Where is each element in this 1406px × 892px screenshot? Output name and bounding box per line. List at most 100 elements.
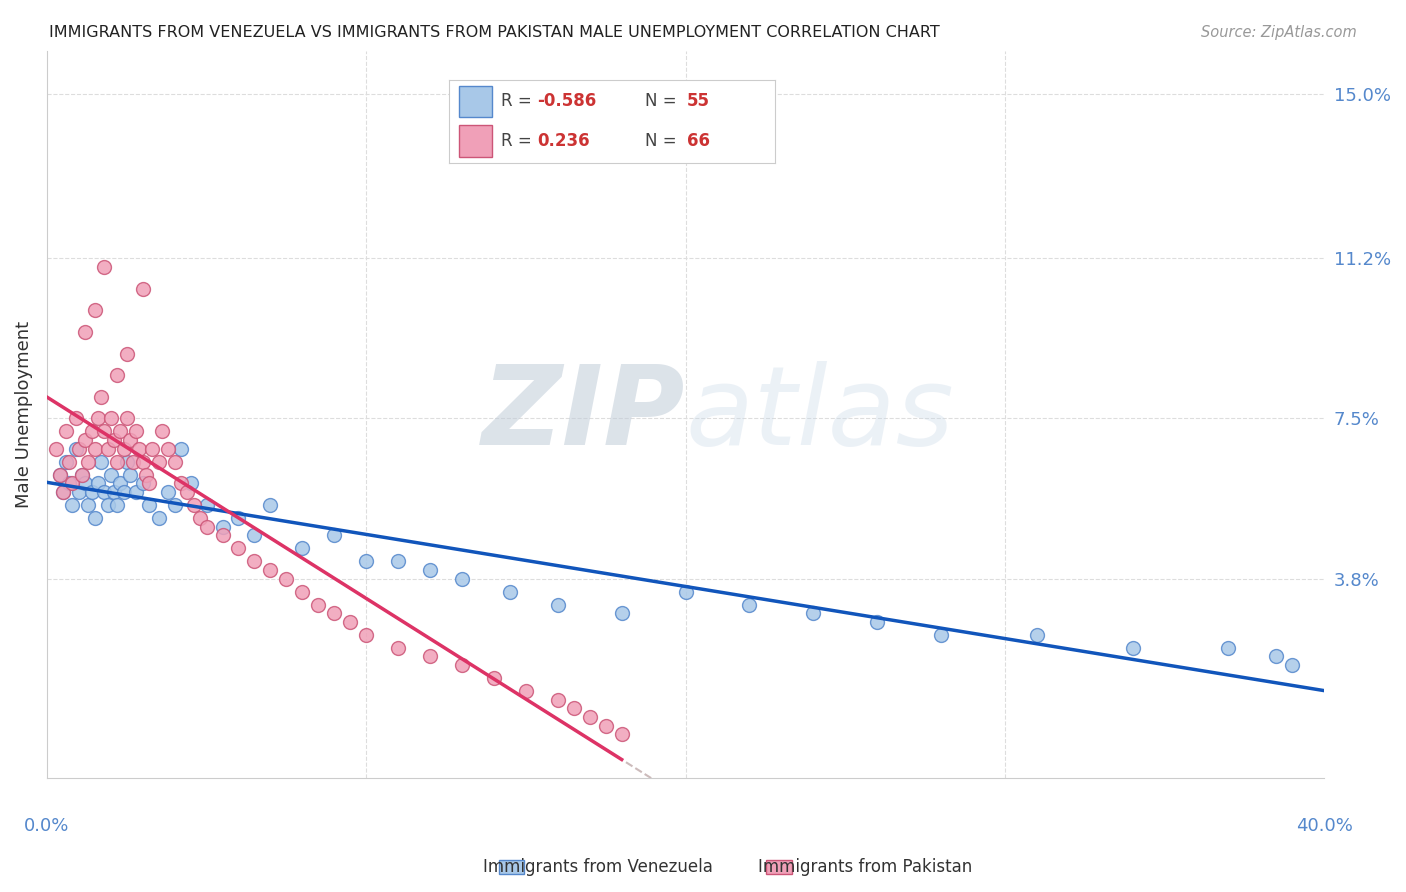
Point (291, 584, 314, 599)
Point (90, 390, 112, 404)
Point (112, 485, 135, 500)
Point (148, 455, 170, 469)
Point (112, 442, 135, 456)
Point (80, 425, 103, 439)
Point (115, 346, 138, 360)
Point (354, 628, 377, 642)
Text: Immigrants from Venezuela: Immigrants from Venezuela (482, 858, 713, 876)
Point (58, 455, 80, 469)
Point (562, 701, 585, 715)
Point (131, 476, 153, 491)
Point (115, 455, 138, 469)
Point (170, 442, 193, 456)
Point (180, 476, 202, 491)
Text: atlas: atlas (686, 360, 955, 467)
Point (195, 498, 218, 512)
Point (83, 303, 105, 318)
Y-axis label: Male Unemployment: Male Unemployment (15, 320, 32, 508)
Point (75, 476, 97, 491)
Point (55, 455, 77, 469)
Point (929, 628, 952, 642)
Point (110, 425, 132, 439)
Point (83, 511, 105, 525)
Point (125, 425, 148, 439)
Point (141, 442, 163, 456)
Point (105, 455, 128, 469)
Point (610, 727, 633, 741)
Point (738, 598, 761, 612)
Point (595, 719, 617, 733)
Point (163, 455, 186, 469)
Point (276, 572, 298, 586)
Point (157, 442, 180, 456)
Point (243, 554, 266, 568)
Point (125, 485, 148, 500)
Point (578, 710, 600, 724)
Point (118, 433, 141, 447)
Point (105, 498, 128, 512)
Point (547, 692, 569, 706)
Point (259, 563, 281, 577)
Point (866, 615, 889, 629)
Point (135, 467, 157, 482)
Point (419, 649, 441, 664)
Point (176, 485, 198, 500)
Point (138, 476, 160, 491)
Point (547, 598, 569, 612)
Point (307, 598, 329, 612)
Point (62, 476, 84, 491)
Point (100, 467, 122, 482)
Point (87, 411, 110, 425)
Point (103, 433, 125, 447)
Point (96, 498, 118, 512)
Point (77, 455, 100, 469)
Point (451, 658, 474, 673)
Point (1218, 640, 1240, 655)
Point (801, 606, 824, 620)
Text: IMMIGRANTS FROM VENEZUELA VS IMMIGRANTS FROM PAKISTAN MALE UNEMPLOYMENT CORRELAT: IMMIGRANTS FROM VENEZUELA VS IMMIGRANTS … (49, 25, 941, 40)
Point (115, 411, 138, 425)
Point (1281, 658, 1303, 673)
Point (100, 411, 122, 425)
Point (65, 442, 87, 456)
Text: 0.0%: 0.0% (24, 816, 69, 835)
Point (87, 476, 110, 491)
Point (118, 467, 141, 482)
Point (1122, 640, 1144, 655)
Point (55, 425, 77, 439)
Point (195, 519, 218, 533)
Point (243, 528, 266, 542)
Point (499, 584, 522, 599)
Point (228, 541, 250, 556)
Point (170, 476, 193, 491)
Point (323, 528, 346, 542)
Point (128, 442, 150, 456)
Point (103, 485, 125, 500)
Point (387, 640, 409, 655)
Point (150, 425, 173, 439)
Point (70, 467, 93, 482)
Point (75, 325, 97, 339)
Point (259, 498, 281, 512)
Point (451, 572, 474, 586)
Point (52, 485, 75, 500)
Point (96, 442, 118, 456)
Point (75, 433, 97, 447)
Text: ZIP: ZIP (482, 360, 686, 467)
Point (339, 615, 361, 629)
Point (45, 442, 67, 456)
Point (105, 368, 128, 383)
Point (1025, 628, 1047, 642)
Point (148, 511, 170, 525)
Point (211, 528, 233, 542)
Point (157, 485, 180, 500)
Point (515, 684, 537, 698)
Point (70, 467, 93, 482)
Point (228, 511, 250, 525)
Point (65, 411, 87, 425)
Point (67, 485, 90, 500)
Point (675, 584, 697, 599)
Text: Source: ZipAtlas.com: Source: ZipAtlas.com (1201, 25, 1357, 40)
Point (48, 467, 70, 482)
Point (67, 442, 90, 456)
